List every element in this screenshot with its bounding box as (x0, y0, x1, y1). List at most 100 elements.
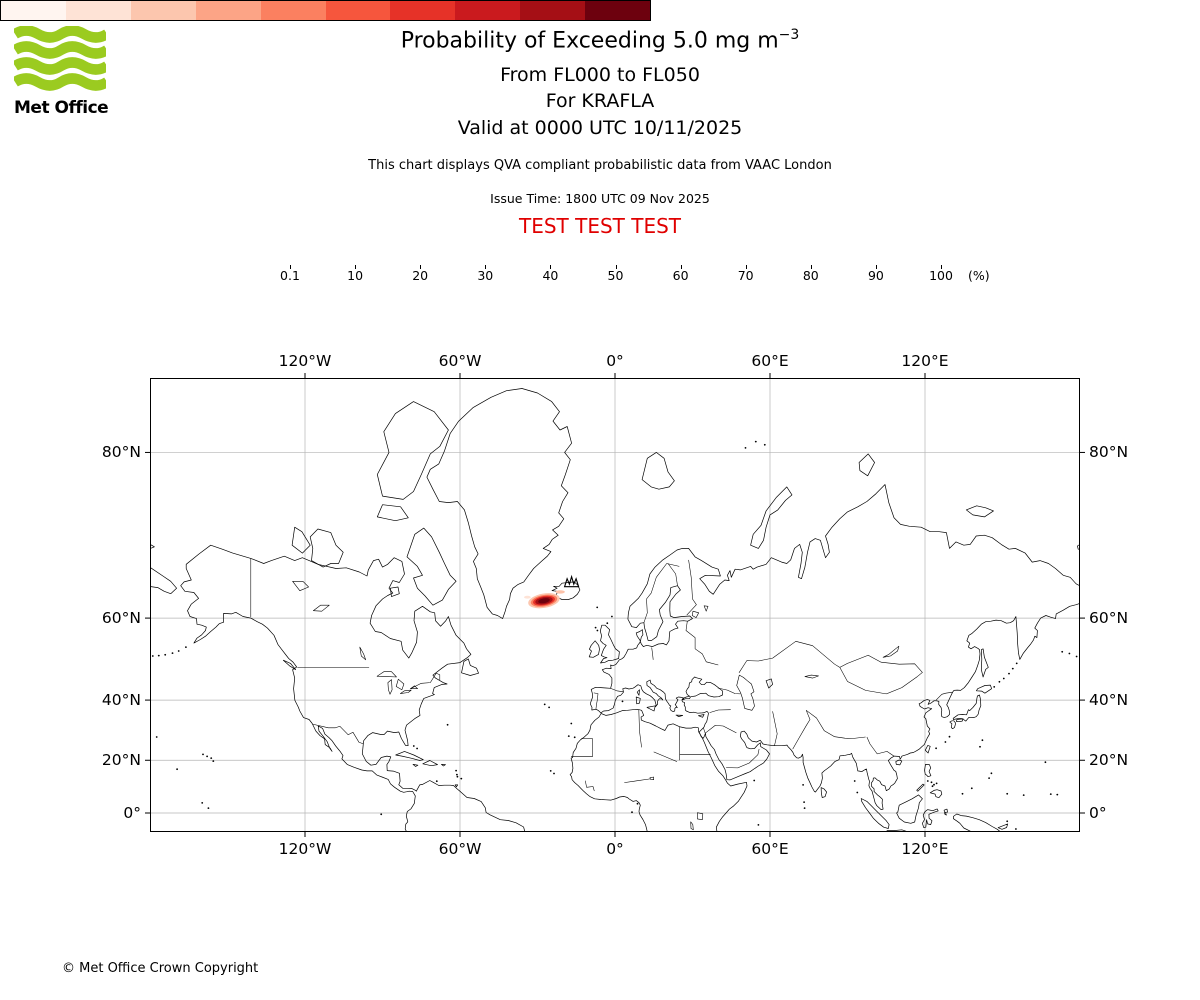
coastline-polygon (636, 689, 640, 696)
probability-colorbar (0, 0, 651, 21)
small-island-dot (948, 735, 951, 738)
coastline-polygon (646, 705, 656, 712)
colorbar-tick-mark (355, 265, 357, 269)
country-border (638, 709, 642, 748)
colorbar-tick-mark (680, 265, 682, 269)
small-island-dot (570, 722, 573, 725)
coastline-polygon (976, 684, 992, 694)
coastline-polygon (698, 714, 705, 718)
small-island-dot (435, 780, 438, 783)
small-island-dot (1068, 652, 1071, 655)
small-island-dot (1022, 794, 1025, 796)
logo-wave-stripe (12, 41, 110, 59)
small-island-dot (1011, 667, 1014, 670)
lake-outline (703, 605, 709, 612)
colorbar-tick-mark (550, 265, 552, 269)
colorbar-tick-mark (810, 265, 812, 269)
small-island-dot (596, 606, 599, 609)
coastline-polygon (376, 504, 409, 522)
country-border (685, 621, 719, 666)
coastline-polygon (441, 764, 446, 767)
small-island-dot (157, 654, 160, 657)
small-island-dot (206, 755, 208, 758)
coastline-polygon (980, 648, 989, 678)
colorbar-segment (130, 1, 196, 20)
country-border (312, 723, 364, 744)
ash-cloud-contour-90pct (538, 598, 550, 604)
coastline-polygon (916, 783, 925, 792)
small-island-dot (744, 447, 747, 449)
coastline-polygon (376, 401, 449, 500)
small-island-dot (155, 736, 158, 738)
small-island-dot (596, 629, 599, 632)
ash-cloud-fragment (524, 595, 531, 599)
country-border (643, 563, 680, 623)
small-island-dot (753, 779, 756, 782)
lon-label-bottom-1: 60°W (438, 840, 482, 858)
coastline-polygon (924, 745, 931, 754)
coastline-polygon (641, 452, 675, 490)
colorbar-tick-label: 60 (672, 268, 689, 283)
coastline-polygon (150, 543, 155, 550)
coastline-polygon (997, 823, 1009, 830)
lat-label-left-3: 20°N (101, 751, 141, 770)
colorbar-tick-label: 100 (929, 268, 953, 283)
map-frame (150, 378, 1080, 832)
small-island-dot (933, 783, 935, 786)
world-map (145, 373, 1085, 837)
coastline-polygon (860, 798, 890, 829)
small-island-dot (185, 646, 187, 648)
small-island-dot (802, 784, 804, 786)
small-island-dot (1006, 820, 1009, 823)
small-island-dot (455, 769, 457, 772)
small-island-dot (1015, 828, 1017, 830)
lat-label-right-0: 80°N (1089, 443, 1129, 462)
small-island-dot (567, 735, 570, 737)
small-island-dot (930, 781, 933, 784)
lake-outline (313, 604, 330, 612)
country-border (839, 654, 923, 695)
coastline-polygon (635, 696, 641, 705)
lake-outline (359, 646, 366, 661)
coastline-polygon (282, 659, 297, 671)
coastline-polygon (1077, 543, 1080, 550)
small-island-dot (611, 615, 613, 618)
colorbar-tick-mark (615, 265, 617, 269)
small-island-dot (1002, 677, 1005, 680)
small-island-dot (1049, 793, 1052, 795)
lake-outline (697, 812, 704, 820)
map-axis-ticks (145, 373, 1085, 837)
page-title-text: Probability of Exceeding 5.0 mg m (400, 28, 779, 54)
small-island-dot (549, 770, 552, 772)
small-island-dot (988, 777, 990, 779)
colorbar-tick-mark (745, 265, 747, 269)
coastline-polygon (922, 808, 939, 828)
lon-label-bottom-4: 120°E (901, 840, 949, 858)
small-island-dot (926, 780, 929, 782)
coastline-polygon (180, 544, 526, 832)
colorbar-unit-label: (%) (968, 268, 990, 283)
country-border (593, 692, 599, 710)
colorbar-tick-label: 50 (607, 268, 624, 283)
coastline-polygon (675, 714, 684, 718)
lake-outline (387, 679, 393, 695)
lake-outline (649, 776, 654, 780)
lat-label-right-4: 0° (1089, 804, 1107, 822)
coastline-polygon (895, 759, 903, 766)
small-island-dot (210, 757, 213, 759)
coastline-polygon (858, 453, 875, 477)
coastline-polygon (395, 751, 424, 761)
small-island-dot (803, 801, 805, 803)
coastline-polygon (461, 658, 479, 676)
small-island-dot (456, 773, 458, 776)
lake-outline (736, 674, 755, 711)
lake-outline (882, 645, 900, 658)
coastline-polygon (422, 760, 438, 767)
small-island-dot (171, 652, 174, 654)
colorbar-tick-label: 70 (737, 268, 754, 283)
small-island-dot (553, 772, 555, 775)
coastline-polygon (952, 694, 982, 722)
valid-time-subtitle: Valid at 0000 UTC 10/11/2025 (457, 117, 743, 139)
small-island-dot (212, 760, 215, 762)
small-island-dot (979, 745, 981, 748)
